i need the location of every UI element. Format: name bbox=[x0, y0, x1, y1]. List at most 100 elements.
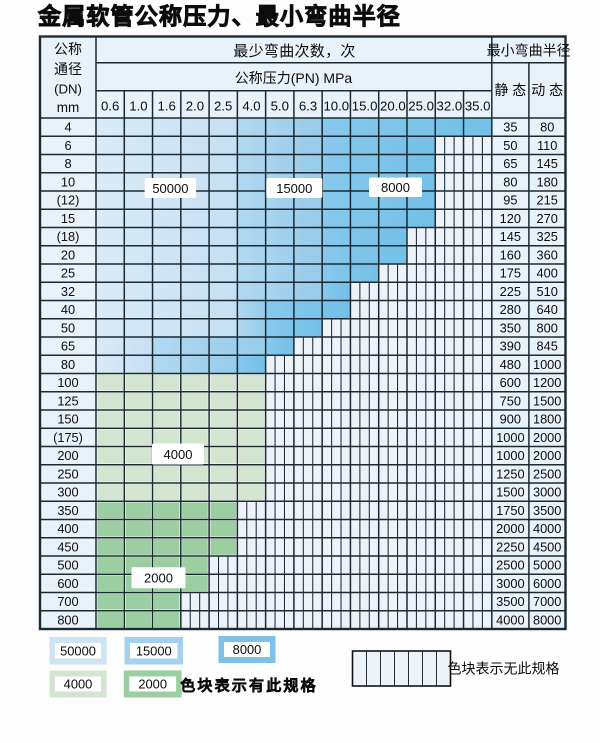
svg-text:1250: 1250 bbox=[496, 466, 524, 481]
svg-text:350: 350 bbox=[500, 320, 521, 335]
svg-text:15000: 15000 bbox=[136, 643, 172, 658]
svg-text:2000: 2000 bbox=[138, 677, 167, 692]
svg-text:110: 110 bbox=[537, 138, 557, 153]
svg-text:845: 845 bbox=[537, 339, 558, 354]
svg-text:1.6: 1.6 bbox=[158, 99, 176, 114]
svg-text:32: 32 bbox=[61, 284, 75, 299]
svg-text:3500: 3500 bbox=[533, 503, 561, 518]
svg-text:1750: 1750 bbox=[496, 503, 524, 518]
svg-text:1200: 1200 bbox=[533, 375, 561, 390]
svg-text:6: 6 bbox=[64, 138, 71, 153]
svg-text:0.6: 0.6 bbox=[101, 99, 119, 114]
svg-text:25.0: 25.0 bbox=[408, 99, 434, 114]
svg-text:145: 145 bbox=[500, 229, 521, 244]
svg-text:8000: 8000 bbox=[533, 612, 561, 627]
svg-text:50000: 50000 bbox=[60, 643, 96, 658]
svg-text:15.0: 15.0 bbox=[352, 99, 378, 114]
svg-text:250: 250 bbox=[57, 466, 78, 481]
svg-text:3500: 3500 bbox=[496, 594, 524, 609]
svg-text:2000: 2000 bbox=[144, 571, 173, 586]
svg-text:500: 500 bbox=[57, 558, 78, 573]
svg-text:5000: 5000 bbox=[533, 558, 561, 573]
svg-text:2000: 2000 bbox=[496, 521, 524, 536]
svg-text:静 态: 静 态 bbox=[494, 82, 526, 98]
svg-text:800: 800 bbox=[57, 612, 78, 627]
svg-text:80: 80 bbox=[540, 120, 554, 135]
svg-text:4.0: 4.0 bbox=[242, 99, 260, 114]
svg-text:350: 350 bbox=[57, 503, 78, 518]
svg-text:400: 400 bbox=[57, 521, 78, 536]
svg-text:动 态: 动 态 bbox=[531, 82, 563, 98]
svg-text:4000: 4000 bbox=[64, 677, 93, 692]
svg-text:270: 270 bbox=[537, 211, 558, 226]
svg-text:4000: 4000 bbox=[496, 612, 524, 627]
svg-text:120: 120 bbox=[500, 211, 521, 226]
svg-text:65: 65 bbox=[503, 156, 517, 171]
svg-text:175: 175 bbox=[500, 266, 521, 281]
svg-text:800: 800 bbox=[537, 320, 558, 335]
svg-text:2000: 2000 bbox=[533, 430, 561, 445]
svg-text:15: 15 bbox=[61, 211, 75, 226]
svg-text:95: 95 bbox=[503, 193, 517, 208]
svg-text:600: 600 bbox=[500, 375, 521, 390]
svg-text:8000: 8000 bbox=[381, 180, 410, 195]
svg-text:色块表示有此规格: 色块表示有此规格 bbox=[180, 677, 318, 695]
svg-text:300: 300 bbox=[57, 485, 78, 500]
svg-text:10: 10 bbox=[61, 174, 75, 189]
svg-text:640: 640 bbox=[537, 302, 558, 317]
svg-text:mm: mm bbox=[57, 100, 80, 115]
svg-text:1000: 1000 bbox=[533, 357, 561, 372]
svg-text:390: 390 bbox=[500, 339, 521, 354]
svg-text:80: 80 bbox=[503, 174, 517, 189]
svg-text:50: 50 bbox=[61, 320, 75, 335]
svg-text:2.5: 2.5 bbox=[214, 99, 232, 114]
svg-text:5.0: 5.0 bbox=[271, 99, 289, 114]
svg-text:4000: 4000 bbox=[533, 521, 561, 536]
svg-text:色块表示无此规格: 色块表示无此规格 bbox=[448, 661, 560, 677]
svg-text:8: 8 bbox=[64, 156, 71, 171]
svg-text:1000: 1000 bbox=[496, 448, 524, 463]
svg-text:1500: 1500 bbox=[496, 485, 524, 500]
svg-text:180: 180 bbox=[537, 174, 558, 189]
svg-text:3000: 3000 bbox=[533, 485, 561, 500]
svg-text:25: 25 bbox=[61, 266, 75, 281]
svg-text:3000: 3000 bbox=[496, 576, 524, 591]
svg-text:最少弯曲次数，次: 最少弯曲次数，次 bbox=[233, 43, 355, 60]
svg-text:360: 360 bbox=[537, 247, 558, 262]
svg-text:(175): (175) bbox=[53, 430, 83, 445]
svg-text:600: 600 bbox=[57, 576, 78, 591]
svg-text:150: 150 bbox=[57, 412, 78, 427]
svg-text:50000: 50000 bbox=[152, 181, 188, 196]
svg-text:1800: 1800 bbox=[533, 412, 561, 427]
svg-text:2000: 2000 bbox=[533, 448, 561, 463]
svg-text:(12): (12) bbox=[57, 193, 80, 208]
svg-text:2500: 2500 bbox=[533, 466, 561, 481]
svg-text:50: 50 bbox=[503, 138, 517, 153]
svg-text:65: 65 bbox=[61, 339, 75, 354]
svg-text:35.0: 35.0 bbox=[465, 99, 491, 114]
svg-text:325: 325 bbox=[537, 229, 558, 244]
svg-text:金属软管公称压力、最小弯曲半径: 金属软管公称压力、最小弯曲半径 bbox=[37, 3, 401, 29]
svg-text:20.0: 20.0 bbox=[380, 99, 406, 114]
svg-text:125: 125 bbox=[57, 393, 78, 408]
svg-text:1.0: 1.0 bbox=[129, 99, 147, 114]
svg-text:215: 215 bbox=[537, 193, 558, 208]
svg-text:(DN): (DN) bbox=[54, 82, 82, 97]
svg-text:80: 80 bbox=[61, 357, 75, 372]
svg-text:510: 510 bbox=[537, 284, 558, 299]
svg-text:公称压力(PN) MPa: 公称压力(PN) MPa bbox=[235, 70, 353, 86]
svg-text:2.0: 2.0 bbox=[186, 99, 204, 114]
svg-text:2250: 2250 bbox=[496, 539, 524, 554]
svg-text:225: 225 bbox=[500, 284, 521, 299]
svg-text:4500: 4500 bbox=[533, 539, 561, 554]
svg-text:1500: 1500 bbox=[533, 393, 561, 408]
svg-text:900: 900 bbox=[500, 412, 521, 427]
svg-text:7000: 7000 bbox=[533, 594, 561, 609]
svg-text:32.0: 32.0 bbox=[437, 99, 463, 114]
svg-text:700: 700 bbox=[57, 594, 78, 609]
svg-text:通径: 通径 bbox=[54, 61, 82, 77]
svg-text:750: 750 bbox=[500, 393, 521, 408]
svg-text:480: 480 bbox=[500, 357, 521, 372]
svg-text:20: 20 bbox=[61, 247, 75, 262]
svg-text:1000: 1000 bbox=[496, 430, 524, 445]
